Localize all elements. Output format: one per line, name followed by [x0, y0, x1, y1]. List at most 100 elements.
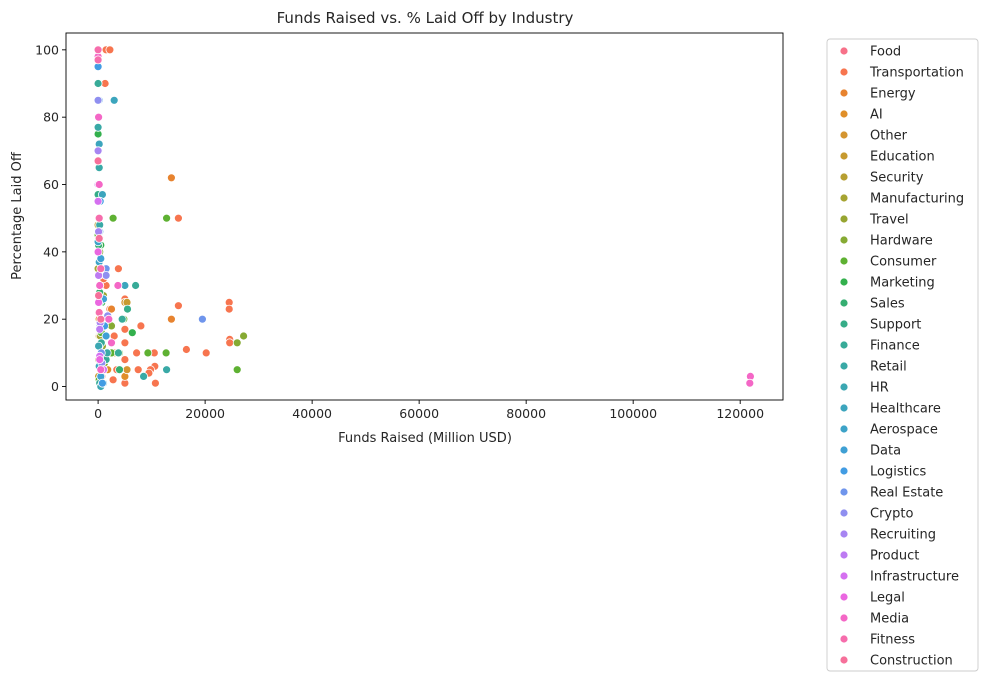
data-point [93, 79, 103, 88]
data-point [139, 371, 149, 381]
legend-label: Manufacturing [870, 192, 964, 207]
y-tick-label: 0 [51, 379, 59, 394]
data-point [94, 291, 103, 301]
legend-label: Aerospace [870, 423, 938, 438]
legend-label: Security [870, 171, 924, 186]
data-point [162, 365, 172, 375]
plot-frame [65, 32, 784, 401]
legend-label: HR [870, 381, 889, 396]
legend-label: Logistics [870, 465, 926, 480]
series-hardware [93, 129, 249, 368]
legend-label: Crypto [870, 507, 913, 522]
data-point [201, 348, 211, 358]
legend-marker [839, 655, 849, 665]
data-point [150, 378, 160, 388]
x-axis-label: Funds Raised (Million USD) [338, 431, 512, 446]
data-point [108, 375, 118, 385]
x-tick-label: 80000 [506, 406, 546, 421]
legend: Food Transportation Energy AI Other Education… [826, 38, 979, 672]
chart-title: Funds Raised vs. % Laid Off by Industry [277, 9, 574, 27]
data-point [108, 213, 118, 223]
legend-label: Consumer [870, 255, 937, 270]
legend-marker [839, 361, 849, 371]
legend-label: Construction [870, 654, 953, 669]
legend-label: Recruiting [870, 528, 936, 543]
legend-label: Infrastructure [870, 570, 959, 585]
legend-marker [839, 403, 849, 413]
legend-frame [826, 38, 979, 672]
y-axis: 0 20 40 60 80 100 [35, 42, 66, 394]
legend-label: Data [870, 444, 901, 459]
legend-label: Transportation [869, 66, 964, 81]
legend-marker [839, 487, 849, 497]
data-point [166, 173, 176, 183]
legend-marker [839, 319, 849, 329]
data-point [93, 247, 103, 257]
legend-marker [839, 613, 849, 623]
legend-label: Healthcare [870, 402, 941, 417]
x-tick-label: 20000 [185, 406, 225, 421]
legend-label: Support [870, 318, 921, 333]
legend-label: Food [870, 45, 901, 60]
data-point [113, 281, 123, 290]
series-construction [93, 156, 106, 324]
data-point [127, 328, 137, 338]
data-point [123, 304, 132, 314]
legend-marker [839, 130, 849, 140]
legend-label: Sales [870, 297, 905, 312]
data-point [105, 45, 115, 55]
y-tick-label: 20 [43, 312, 59, 327]
data-point [114, 264, 123, 274]
legend-marker [839, 193, 849, 203]
legend-marker [839, 592, 849, 602]
data-point [120, 338, 130, 348]
legend-marker [839, 445, 849, 455]
data-point [95, 281, 105, 290]
y-tick-label: 100 [35, 42, 59, 57]
data-point [109, 95, 119, 105]
legend-marker [839, 88, 849, 98]
legend-label: Finance [870, 339, 920, 354]
data-point [120, 355, 130, 365]
data-point [197, 314, 207, 324]
data-point [232, 365, 242, 375]
data-point [173, 301, 183, 311]
y-tick-label: 80 [43, 110, 59, 125]
legend-marker [839, 214, 849, 224]
data-point [95, 324, 105, 334]
legend-label: Fitness [870, 633, 915, 648]
data-point [93, 55, 103, 65]
legend-label: Real Estate [870, 486, 943, 501]
data-point [98, 378, 107, 388]
data-point [115, 365, 124, 375]
legend-label: Product [870, 549, 919, 564]
data-point [95, 355, 105, 365]
data-point [745, 378, 755, 388]
data-point [181, 345, 191, 354]
plot-area [93, 45, 755, 391]
data-point [224, 304, 234, 314]
legend-marker [839, 235, 849, 245]
legend-marker [839, 172, 849, 182]
data-point [107, 338, 116, 348]
data-point [101, 270, 111, 280]
data-point [117, 314, 127, 324]
legend-marker [839, 550, 849, 560]
data-point [232, 338, 242, 348]
x-tick-label: 120000 [716, 406, 764, 421]
legend-marker [839, 46, 849, 56]
legend-label: Media [870, 612, 909, 627]
series-media [93, 52, 755, 388]
data-point [122, 365, 132, 375]
legend-label: Travel [869, 213, 909, 228]
data-point [161, 348, 171, 358]
data-point [131, 281, 141, 290]
legend-marker [839, 508, 849, 518]
legend-marker [839, 109, 849, 119]
data-point [93, 95, 103, 105]
legend-marker [839, 151, 849, 161]
data-point [107, 304, 116, 314]
data-point [96, 264, 106, 274]
data-point [225, 338, 235, 348]
